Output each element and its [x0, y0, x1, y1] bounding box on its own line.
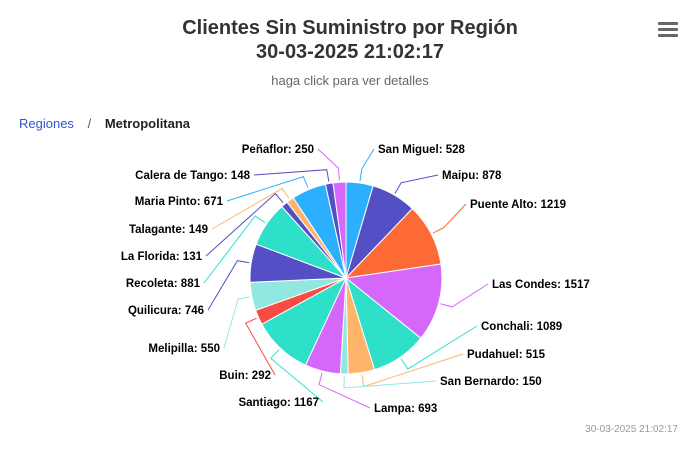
data-label-san-bernardo[interactable]: San Bernardo: 150 [440, 376, 542, 388]
breadcrumb-separator: / [87, 116, 92, 131]
data-label-la-florida[interactable]: La Florida: 131 [121, 251, 203, 263]
breadcrumb-current: Metropolitana [104, 116, 191, 131]
connector-talagante [211, 187, 290, 230]
pie-slice-penaflor[interactable] [332, 181, 347, 279]
footer-timestamp: 30-03-2025 21:02:17 [585, 424, 678, 435]
connector-san-miguel [359, 148, 375, 182]
connector-penaflor [317, 148, 340, 181]
pie-slice-las-condes[interactable] [344, 263, 443, 339]
data-label-maria-pinto[interactable]: Maria Pinto: 671 [135, 196, 224, 208]
data-label-recoleta[interactable]: Recoleta: 881 [126, 278, 201, 290]
data-label-talagante[interactable]: Talagante: 149 [129, 224, 208, 236]
data-label-lampa[interactable]: Lampa: 693 [374, 403, 437, 415]
chart-title-line1: Clientes Sin Suministro por Región [182, 17, 518, 39]
connector-melipilla [223, 296, 250, 349]
data-label-quilicura[interactable]: Quilicura: 746 [128, 305, 204, 317]
data-label-penaflor[interactable]: Peñaflor: 250 [242, 144, 314, 156]
connector-lampa [318, 372, 371, 409]
breadcrumb-regiones-link[interactable]: Regiones [19, 116, 74, 131]
connector-santiago [270, 349, 324, 403]
data-label-puente-alto[interactable]: Puente Alto: 1219 [470, 199, 566, 211]
connector-maria-pinto [226, 175, 309, 202]
connector-las-condes [440, 283, 489, 308]
connector-maipu [394, 174, 439, 194]
data-label-san-miguel[interactable]: San Miguel: 528 [378, 144, 466, 156]
connector-conchali [400, 325, 478, 370]
connector-recoleta [203, 215, 266, 284]
connector-calera-de-tango [253, 169, 330, 182]
connector-puente-alto [432, 203, 467, 234]
connector-buin [244, 317, 276, 376]
data-label-las-condes[interactable]: Las Condes: 1517 [492, 279, 590, 291]
data-label-calera-de-tango[interactable]: Calera de Tango: 148 [135, 170, 250, 182]
data-label-conchali[interactable]: Conchali: 1089 [481, 321, 562, 333]
breadcrumb: Regiones / Metropolitana [19, 116, 190, 131]
hamburger-menu-icon[interactable] [658, 22, 678, 38]
chart-title-line2: 30-03-2025 21:02:17 [256, 41, 444, 63]
connector-quilicura [207, 260, 250, 311]
data-label-santiago[interactable]: Santiago: 1167 [238, 397, 319, 409]
data-label-melipilla[interactable]: Melipilla: 550 [148, 343, 220, 355]
connector-san-bernardo [343, 375, 437, 389]
data-label-maipu[interactable]: Maipu: 878 [442, 170, 502, 182]
data-label-buin[interactable]: Buin: 292 [219, 370, 271, 382]
chart-title: Clientes Sin Suministro por Región 30-03… [0, 16, 700, 64]
connector-la-florida [205, 192, 284, 257]
chart-subtitle: haga click para ver detalles [271, 73, 429, 88]
data-label-pudahuel[interactable]: Pudahuel: 515 [467, 349, 546, 361]
